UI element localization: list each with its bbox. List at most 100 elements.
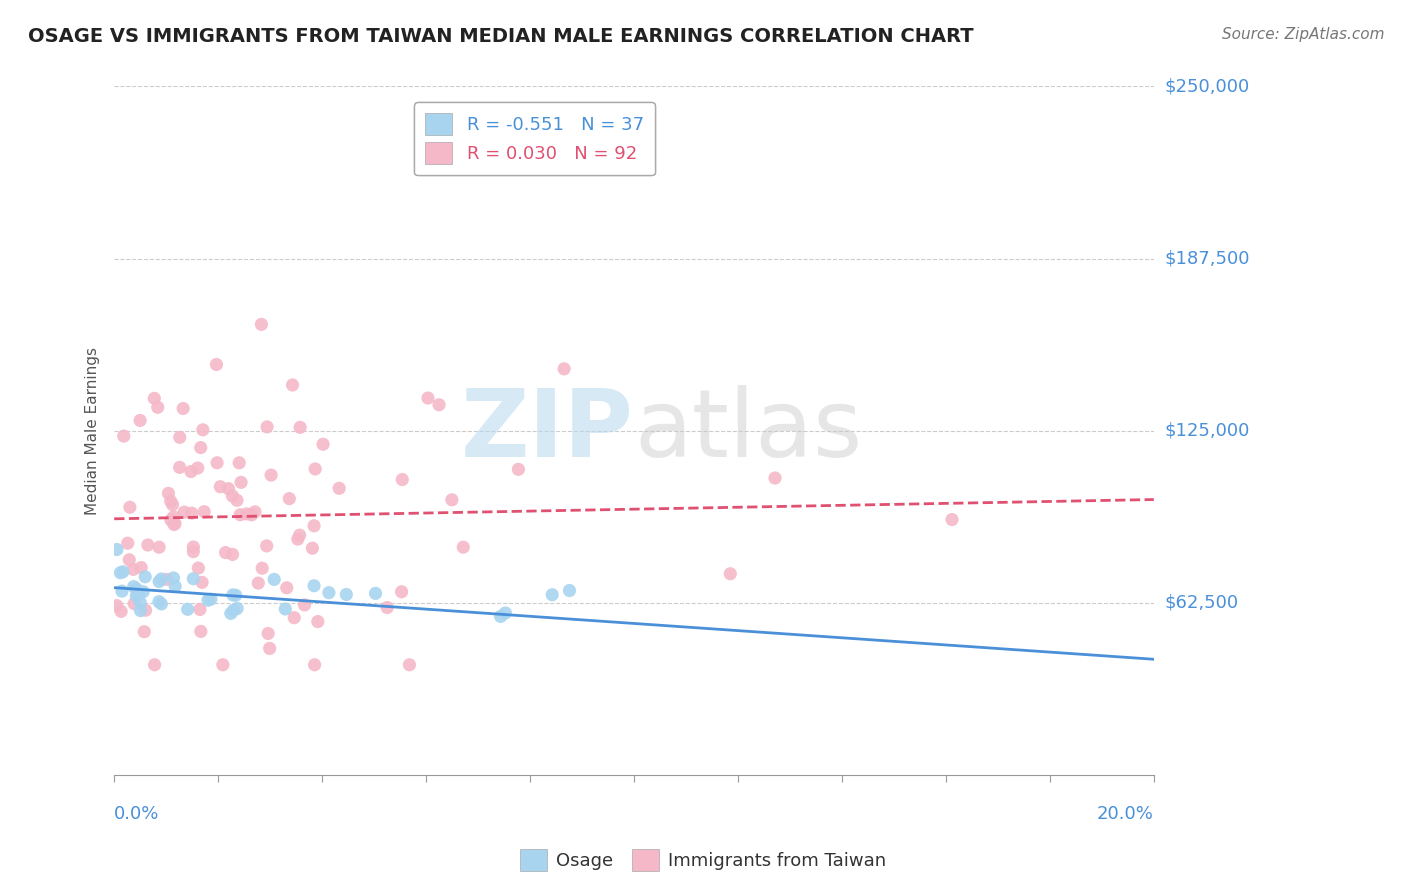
Point: [183, 540, 205, 554]
Point: [111, 584, 134, 599]
Point: [489, 609, 512, 624]
Point: [301, 541, 323, 556]
Text: $125,000: $125,000: [1166, 422, 1250, 440]
Point: [181, 572, 204, 586]
Point: [191, 423, 214, 437]
Text: $250,000: $250,000: [1166, 78, 1250, 95]
Point: [391, 473, 413, 487]
Point: [508, 462, 530, 476]
Text: $62,500: $62,500: [1166, 594, 1239, 612]
Point: [156, 572, 179, 586]
Point: [129, 604, 152, 618]
Point: [188, 602, 211, 616]
Point: [440, 492, 463, 507]
Point: [328, 481, 350, 495]
Point: [197, 593, 219, 607]
Point: [941, 512, 963, 526]
Point: [180, 465, 202, 479]
Point: [125, 582, 148, 596]
Point: [129, 596, 152, 610]
Point: [162, 571, 184, 585]
Point: [416, 391, 439, 405]
Point: [256, 539, 278, 553]
Point: [148, 595, 170, 609]
Point: [451, 540, 474, 554]
Point: [173, 505, 195, 519]
Point: [110, 604, 132, 618]
Point: [143, 392, 166, 406]
Point: [209, 480, 232, 494]
Point: [288, 420, 311, 434]
Point: [191, 575, 214, 590]
Point: [250, 561, 273, 575]
Point: [287, 532, 309, 546]
Point: [117, 536, 139, 550]
Point: [391, 584, 413, 599]
Point: [172, 401, 194, 416]
Point: [763, 471, 786, 485]
Point: [226, 601, 249, 615]
Point: [134, 624, 156, 639]
Point: [278, 491, 301, 506]
Point: [122, 580, 145, 594]
Point: [214, 546, 236, 560]
Point: [183, 544, 205, 558]
Point: [553, 361, 575, 376]
Point: [398, 657, 420, 672]
Text: OSAGE VS IMMIGRANTS FROM TAIWAN MEDIAN MALE EARNINGS CORRELATION CHART: OSAGE VS IMMIGRANTS FROM TAIWAN MEDIAN M…: [28, 27, 974, 45]
Point: [205, 358, 228, 372]
Point: [221, 489, 243, 503]
Point: [229, 475, 252, 490]
Point: [118, 500, 141, 515]
Point: [226, 493, 249, 508]
Point: [159, 494, 181, 508]
Point: [318, 585, 340, 599]
Point: [200, 592, 222, 607]
Point: [160, 513, 183, 527]
Text: 0.0%: 0.0%: [114, 805, 159, 823]
Point: [375, 600, 398, 615]
Point: [105, 542, 128, 557]
Point: [304, 657, 326, 672]
Point: [312, 437, 335, 451]
Point: [112, 429, 135, 443]
Point: [129, 413, 152, 427]
Point: [281, 378, 304, 392]
Point: [222, 603, 245, 617]
Point: [263, 573, 285, 587]
Point: [122, 597, 145, 611]
Point: [150, 572, 173, 586]
Point: [288, 528, 311, 542]
Point: [150, 597, 173, 611]
Point: [190, 624, 212, 639]
Point: [127, 587, 149, 601]
Point: [222, 588, 245, 602]
Point: [135, 603, 157, 617]
Point: [162, 498, 184, 512]
Point: [122, 562, 145, 576]
Point: [218, 482, 240, 496]
Point: [250, 318, 273, 332]
Point: [169, 430, 191, 444]
Point: [256, 420, 278, 434]
Point: [180, 506, 202, 520]
Point: [165, 579, 187, 593]
Point: [541, 588, 564, 602]
Point: [335, 587, 357, 601]
Point: [132, 584, 155, 599]
Point: [307, 615, 329, 629]
Point: [176, 602, 198, 616]
Point: [225, 588, 247, 602]
Point: [228, 456, 250, 470]
Point: [219, 607, 242, 621]
Point: [187, 561, 209, 575]
Point: [105, 599, 128, 613]
Point: [193, 505, 215, 519]
Point: [163, 516, 186, 531]
Point: [212, 657, 235, 672]
Point: [294, 598, 316, 612]
Point: [276, 581, 298, 595]
Point: [304, 462, 326, 476]
Point: [259, 641, 281, 656]
Point: [134, 570, 156, 584]
